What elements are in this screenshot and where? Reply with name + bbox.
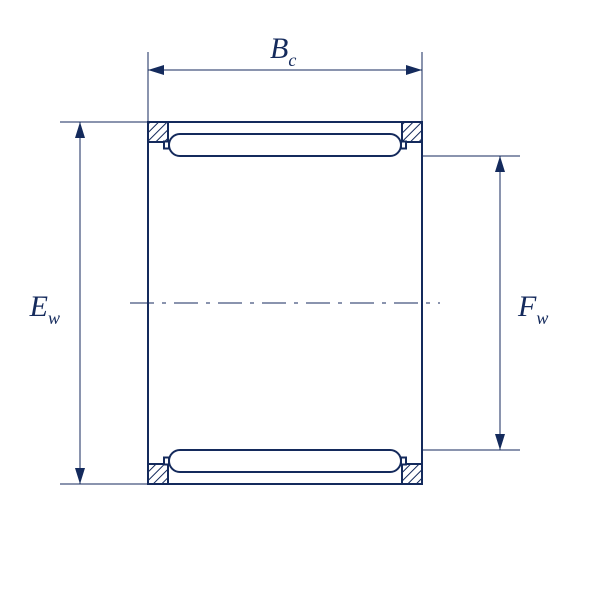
label-fw: Fw [517,290,548,328]
label-ew: Ew [29,290,60,328]
corner-section [148,464,168,484]
corner-section [148,122,168,142]
corner-section [402,464,422,484]
bearing-diagram: Bc Ew Fw [0,0,600,600]
roller-body [169,450,401,472]
corner-section [402,122,422,142]
roller-body [169,134,401,156]
label-bc: Bc [270,32,296,70]
